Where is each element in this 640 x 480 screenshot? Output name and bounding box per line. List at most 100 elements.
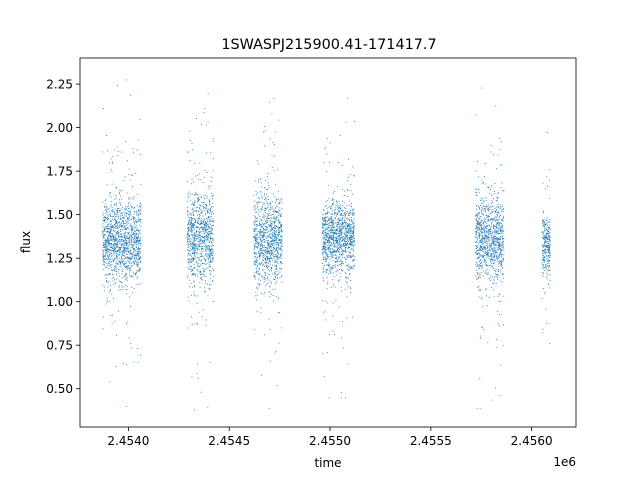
data-point — [197, 265, 199, 267]
data-point — [105, 241, 106, 242]
data-point — [483, 182, 484, 184]
data-point — [118, 254, 119, 256]
data-point — [196, 323, 198, 324]
data-point — [336, 230, 338, 232]
data-point — [124, 228, 126, 230]
data-point — [478, 191, 480, 193]
data-point — [494, 241, 496, 242]
data-point — [342, 222, 344, 224]
data-point — [136, 233, 138, 235]
data-point — [352, 230, 354, 232]
data-point — [329, 216, 331, 218]
data-point — [273, 97, 275, 99]
data-point — [326, 260, 327, 262]
data-point — [208, 249, 210, 251]
data-point — [193, 238, 195, 239]
data-point — [277, 226, 278, 228]
data-point — [192, 224, 194, 226]
data-point — [491, 259, 493, 260]
data-point — [278, 239, 280, 241]
data-point — [211, 206, 213, 208]
data-point — [253, 214, 255, 216]
data-point — [122, 252, 124, 254]
data-point — [109, 242, 111, 244]
data-point — [270, 229, 271, 231]
data-point — [202, 221, 204, 222]
data-point — [268, 199, 269, 200]
data-point — [199, 272, 201, 274]
data-point — [123, 247, 125, 249]
data-point — [195, 275, 196, 277]
data-point — [350, 243, 352, 245]
data-point — [130, 244, 132, 246]
data-point — [273, 256, 275, 258]
data-point — [202, 204, 204, 206]
data-point — [109, 264, 111, 265]
data-point — [206, 245, 208, 246]
data-point — [112, 280, 114, 282]
data-point — [203, 210, 205, 211]
data-point — [199, 199, 201, 200]
data-point — [476, 250, 478, 251]
data-point — [487, 253, 489, 255]
data-point — [116, 240, 118, 242]
data-point — [339, 223, 341, 224]
data-point — [120, 213, 122, 214]
data-point — [337, 207, 339, 208]
data-point — [133, 256, 135, 258]
data-point — [196, 247, 197, 249]
data-point — [134, 230, 135, 232]
data-point — [128, 174, 130, 175]
data-point — [191, 258, 192, 260]
data-point — [191, 219, 193, 221]
data-point — [327, 253, 329, 255]
data-point — [341, 244, 342, 246]
data-point — [323, 237, 325, 239]
data-point — [201, 246, 203, 248]
data-point — [497, 212, 499, 213]
data-point — [114, 217, 116, 219]
data-point — [136, 212, 138, 214]
data-point — [107, 231, 109, 233]
data-point — [194, 200, 196, 202]
data-point — [323, 210, 325, 211]
data-point — [263, 253, 264, 254]
data-point — [340, 254, 342, 256]
data-point — [201, 316, 203, 318]
data-point — [343, 239, 344, 241]
data-point — [322, 256, 324, 258]
data-point — [191, 239, 193, 241]
data-point — [204, 291, 205, 293]
data-point — [102, 214, 104, 216]
data-point — [325, 247, 327, 249]
data-point — [117, 208, 119, 210]
data-point — [198, 271, 200, 272]
data-point — [118, 222, 120, 224]
data-point — [192, 223, 193, 225]
data-point — [326, 208, 328, 210]
data-point — [257, 202, 259, 203]
data-point — [335, 257, 337, 259]
data-point — [138, 219, 139, 221]
data-point — [120, 262, 122, 264]
data-point — [134, 224, 136, 226]
data-point — [104, 231, 106, 232]
data-point — [271, 252, 273, 254]
data-point — [186, 239, 188, 241]
data-point — [106, 245, 108, 247]
data-point — [485, 211, 486, 213]
data-point — [207, 233, 208, 235]
data-point — [269, 246, 270, 247]
data-point — [336, 259, 338, 261]
data-point — [265, 212, 266, 214]
data-point — [499, 213, 501, 215]
data-point — [327, 206, 329, 208]
data-point — [206, 235, 208, 237]
data-point — [340, 208, 341, 210]
data-point — [207, 267, 209, 269]
data-point — [104, 255, 106, 256]
data-point — [488, 229, 490, 231]
data-point — [112, 162, 113, 164]
data-point — [102, 259, 104, 261]
data-point — [338, 245, 339, 247]
